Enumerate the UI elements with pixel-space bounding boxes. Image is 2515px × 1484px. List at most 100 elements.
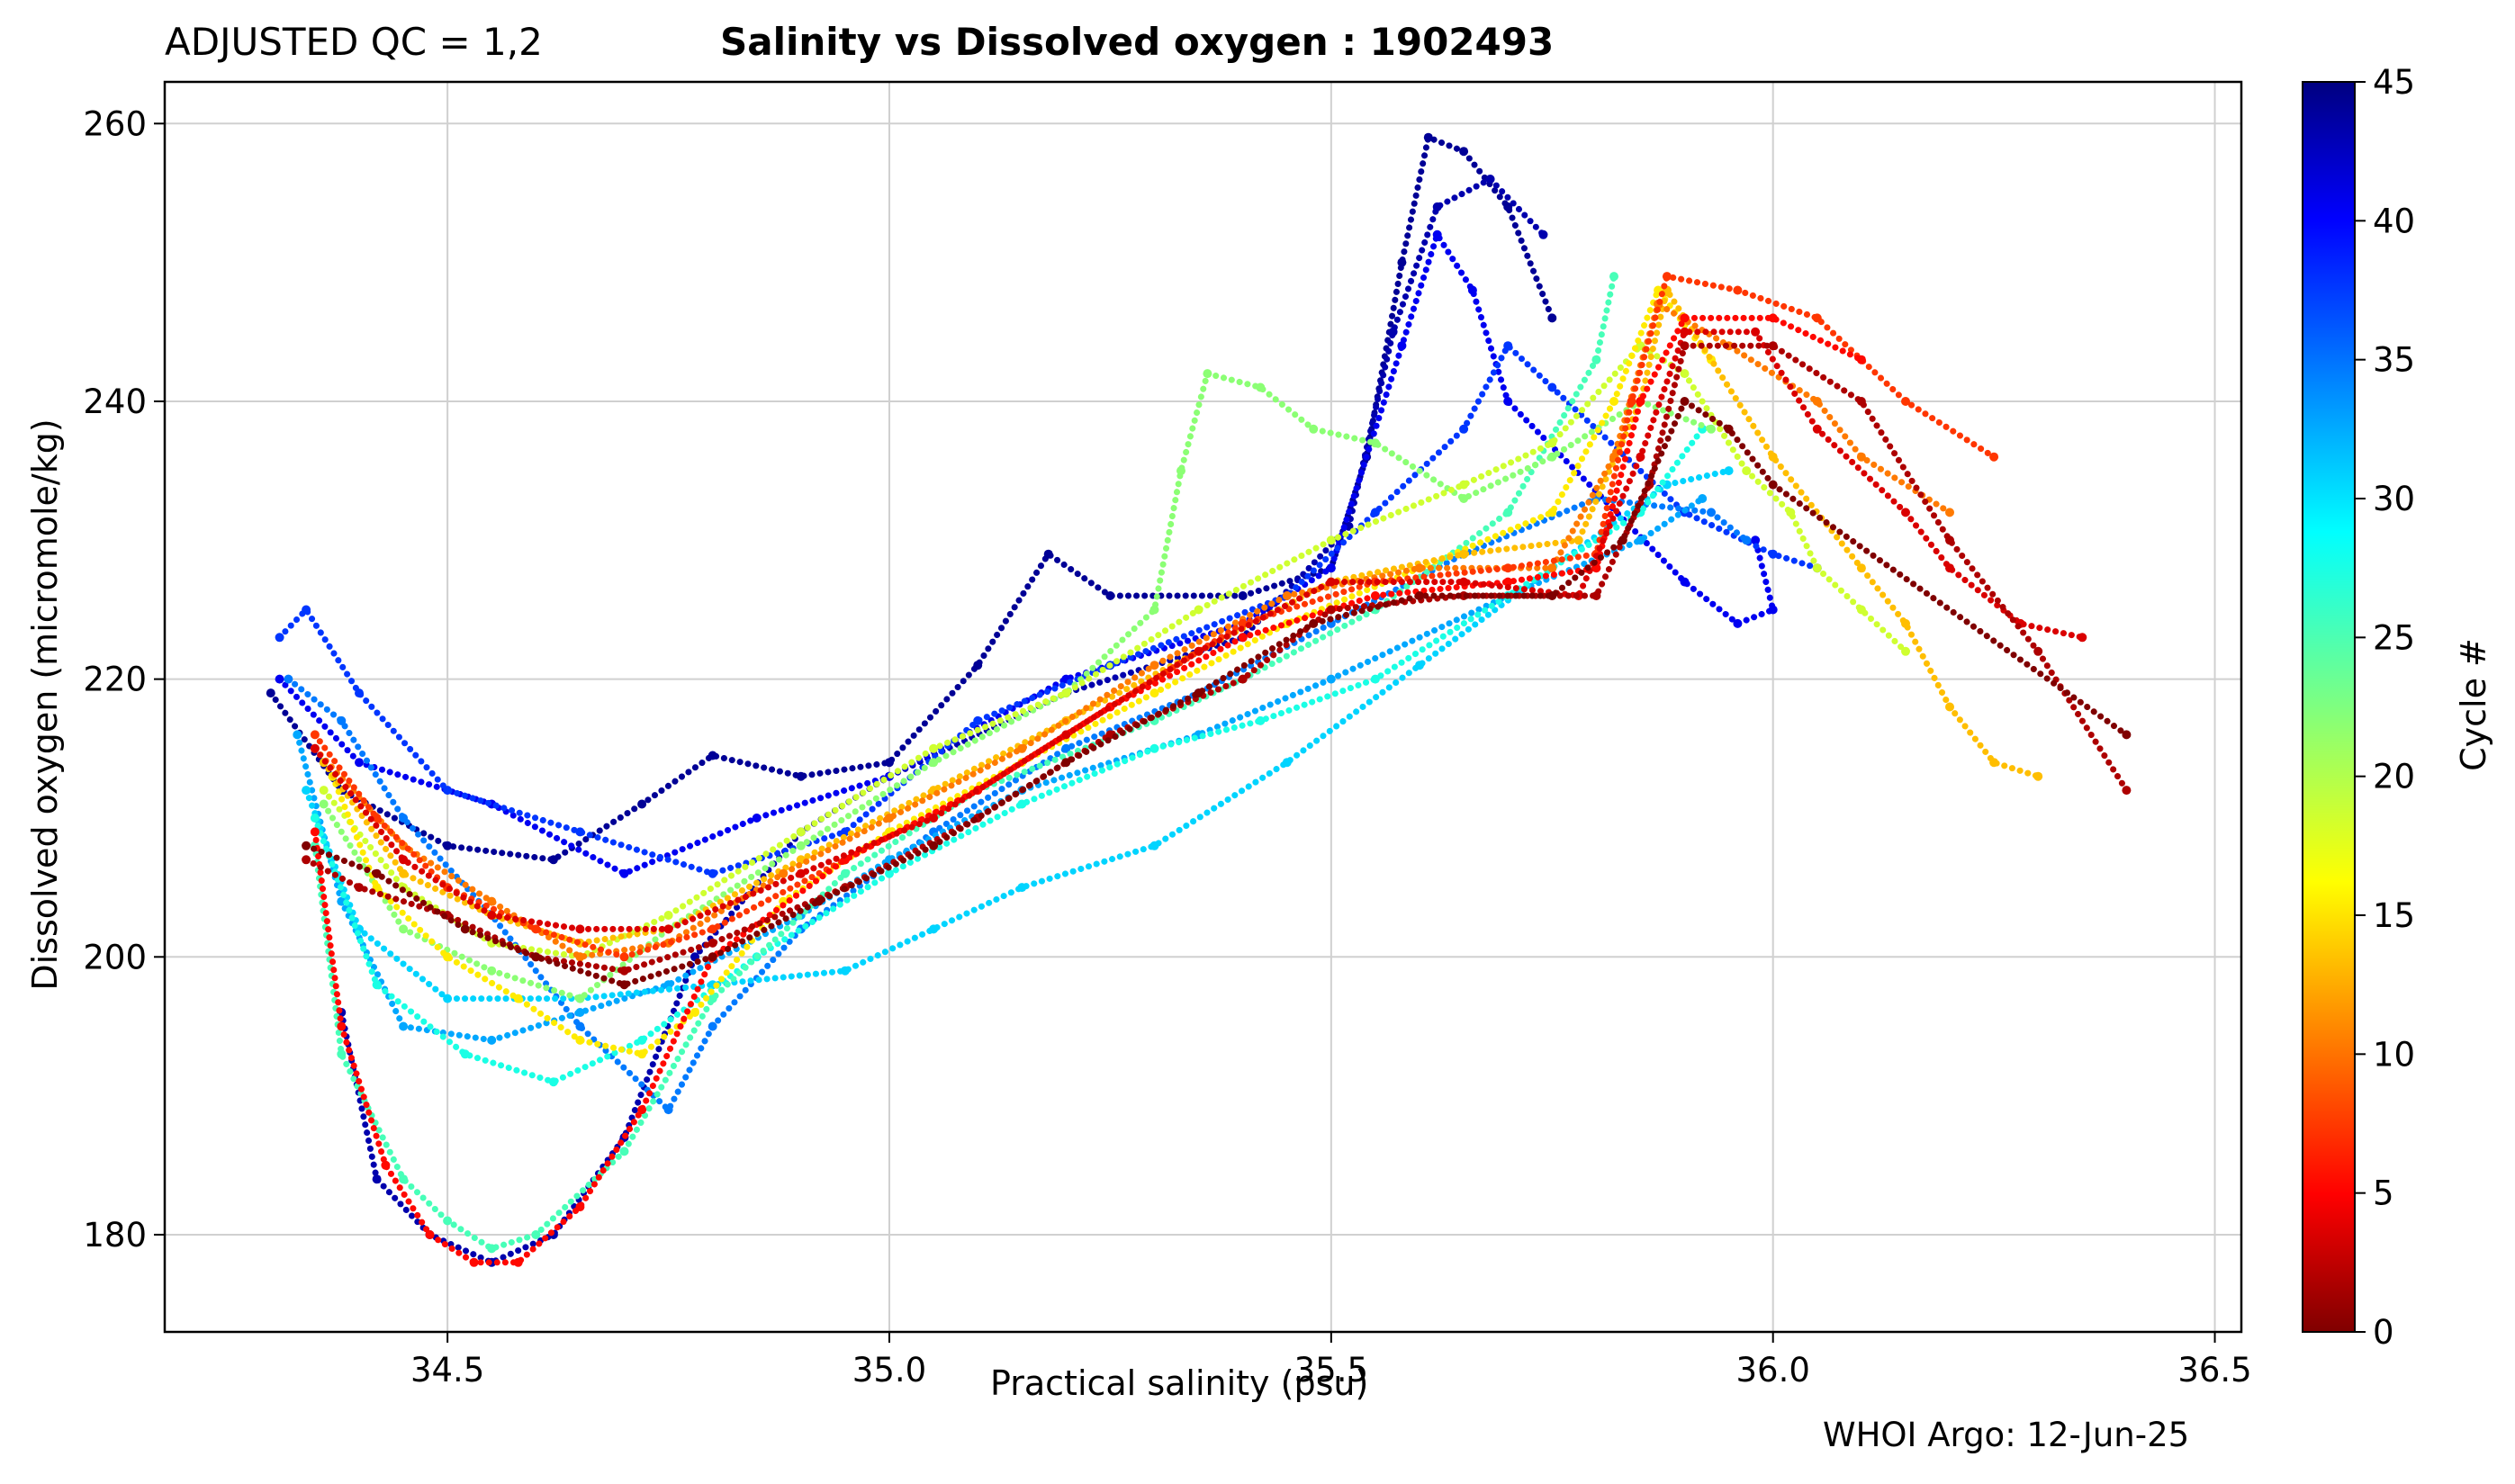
series-dot-trail [311,301,1953,960]
data-point [1768,480,1778,490]
data-point [531,924,541,934]
data-point [1591,355,1601,364]
data-point [1636,535,1645,545]
colorbar-ticks: 0 5 10 15 20 25 30 35 40 45 [2355,63,2415,1352]
series-cycle-1 [266,132,1557,865]
data-point [1945,702,1954,712]
data-point [619,868,629,878]
data-point [1149,688,1159,698]
data-point [1698,494,1708,503]
data-point [1751,327,1761,337]
data-point [1768,313,1778,323]
data-point [337,1021,347,1031]
data-point [1901,646,1910,656]
data-point [302,855,311,865]
data-point [319,786,329,796]
data-point [1017,883,1027,893]
data-series [266,132,2132,1267]
data-point [1618,535,1627,545]
data-point [575,1035,585,1045]
data-point [1901,508,1910,517]
data-point [663,911,673,920]
data-point [1680,327,1690,337]
data-point [1061,758,1071,768]
series-cycle-23 [319,369,1716,1003]
data-point [372,980,382,990]
series-dot-trail [338,175,1546,1266]
data-point [885,758,894,768]
data-point [372,868,382,878]
data-point [1680,577,1690,587]
data-point [1238,618,1248,628]
series-dot-trail [311,314,1865,1266]
data-point [1397,341,1407,351]
data-point [1733,285,1743,295]
data-point [752,814,762,823]
series-dot-trail [276,231,1777,877]
data-point [1105,591,1115,600]
data-point [637,1105,647,1115]
data-point [1415,591,1424,600]
series-cycle-26 [319,341,1910,962]
data-point [531,1230,541,1239]
data-point [1326,535,1336,545]
data-point [1256,715,1266,725]
grid-lines [165,82,2241,1332]
data-point [2033,646,2043,656]
data-point [1680,341,1690,351]
series-dot-trail [311,328,2086,932]
data-point [663,1105,673,1115]
data-point [1680,397,1690,406]
data-point [310,730,320,740]
data-point [1856,563,1866,573]
x-tick-label: 36.5 [2177,1351,2251,1390]
series-cycle-13 [293,494,1708,1045]
data-point [1397,257,1407,267]
data-point [1680,313,1690,323]
data-point [1503,508,1513,517]
data-point [399,924,409,934]
data-point [2122,786,2132,796]
colorbar-tick-label: 25 [2373,618,2415,657]
credit-text: WHOI Argo: 12-Jun-25 [1823,1416,2190,1454]
data-point [708,938,717,948]
data-point [399,855,409,865]
data-point [1459,147,1469,157]
data-point [513,1257,523,1267]
series-cycle-20 [310,272,1618,1254]
data-point [575,1021,585,1031]
data-point [1609,397,1618,406]
data-point [1149,743,1159,753]
data-point [284,674,293,684]
data-point [1503,397,1513,406]
data-point [1707,424,1716,434]
data-point [355,883,364,893]
data-point [1149,605,1159,615]
data-point [1256,382,1266,392]
colorbar-tick-label: 40 [2373,202,2415,240]
data-point [1432,229,1442,239]
colorbar [2302,81,2356,1333]
data-point [1945,563,1954,573]
data-point [973,661,983,670]
data-point [1547,438,1557,448]
data-point [1467,285,1477,295]
colorbar-tick-label: 45 [2373,63,2415,102]
data-point [425,1230,435,1239]
data-point [1459,480,1469,490]
data-point [1017,799,1027,809]
data-point [1724,466,1734,476]
data-point [1547,508,1557,517]
data-point [275,633,284,643]
x-tick-label: 35.5 [1294,1351,1368,1390]
data-point [1503,202,1513,211]
colorbar-tick-label: 10 [2373,1035,2415,1074]
series-cycle-5 [275,229,1778,878]
data-point [337,1049,347,1059]
data-point [1326,674,1336,684]
data-point [1194,646,1203,656]
data-point [575,827,585,837]
data-point [1238,633,1248,643]
x-tick-label: 35.0 [852,1351,926,1390]
data-point [487,966,497,976]
